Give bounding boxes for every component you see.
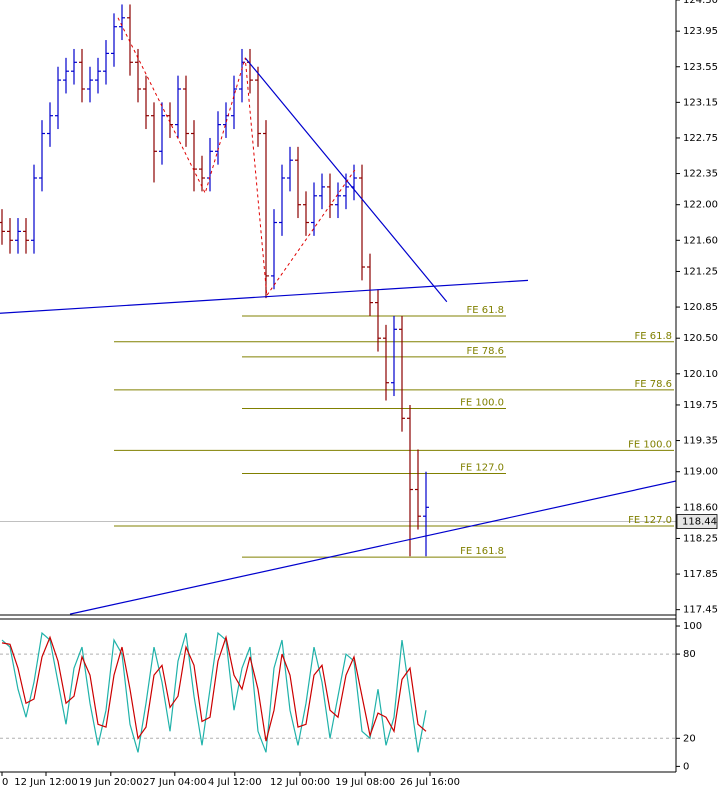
y-tick-label: 118.60 [683,502,718,513]
trendline [0,279,529,314]
y-tick-label: 20 [683,733,696,744]
oscillator-line [1,634,427,742]
fibo-label: FE 100.0 [460,398,504,409]
price-panel: FE 61.8 FE 78.6 FE 100.0 FE 127.0 FE 161.8 FE… [0,4,676,615]
x-tick-label: 4 Jul 12:00 [208,777,262,788]
y-tick-label: 117.85 [683,569,718,580]
x-tick-label: 0 [2,777,8,788]
y-tick-label: 118.25 [683,533,718,544]
fibo-label: FE 78.6 [466,346,504,357]
x-tick-label: 26 Jul 16:00 [400,777,460,788]
y-tick-label: 0 [683,761,689,772]
fibo-label: FE 61.8 [466,305,504,316]
fibo-label: FE 100.0 [628,439,672,450]
y-tick-label: 120.10 [683,369,718,380]
fibo-label: FE 161.8 [460,546,504,557]
zigzag [117,17,356,297]
oscillator-line [1,631,427,753]
fibo-label: FE 127.0 [460,462,504,473]
y-tick-label: 122.75 [683,133,718,144]
y-tick-label: 119.00 [683,467,718,478]
x-tick-label: 19 Jul 08:00 [335,777,395,788]
y-tick-label: 122.00 [683,200,718,211]
fibo-label: FE 127.0 [628,515,672,526]
y-tick-label: 123.55 [683,62,718,73]
y-tick-label: 121.25 [683,266,718,277]
y-tick-label: 121.60 [683,235,718,246]
y-tick-label: 119.75 [683,400,718,411]
y-tick-label: 123.95 [683,26,718,37]
current-price-box [676,514,718,529]
y-tick-label: 119.35 [683,436,718,447]
y-tick-label: 117.45 [683,605,718,616]
x-tick-label: 12 Jul 00:00 [270,777,330,788]
oscillator-panel [0,631,676,753]
y-tick-label: 100 [683,621,702,632]
y-tick-label: 80 [683,649,696,660]
trendline [244,57,448,303]
x-tick-label: 12 Jun 12:00 [14,777,78,788]
fibo-label: FE 78.6 [634,379,672,390]
current-price-label: 118.44 [682,517,717,528]
x-tick-label: 19 Jun 20:00 [79,777,143,788]
trendline [69,480,676,615]
fibo-label: FE 61.8 [634,331,672,342]
x-tick-label: 27 Jun 04:00 [143,777,207,788]
y-tick-label: 120.85 [683,302,718,313]
y-tick-label: 120.50 [683,333,718,344]
y-tick-label: 123.15 [683,97,718,108]
y-tick-label: 122.35 [683,169,718,180]
y-tick-label: 124.30 [683,0,718,6]
